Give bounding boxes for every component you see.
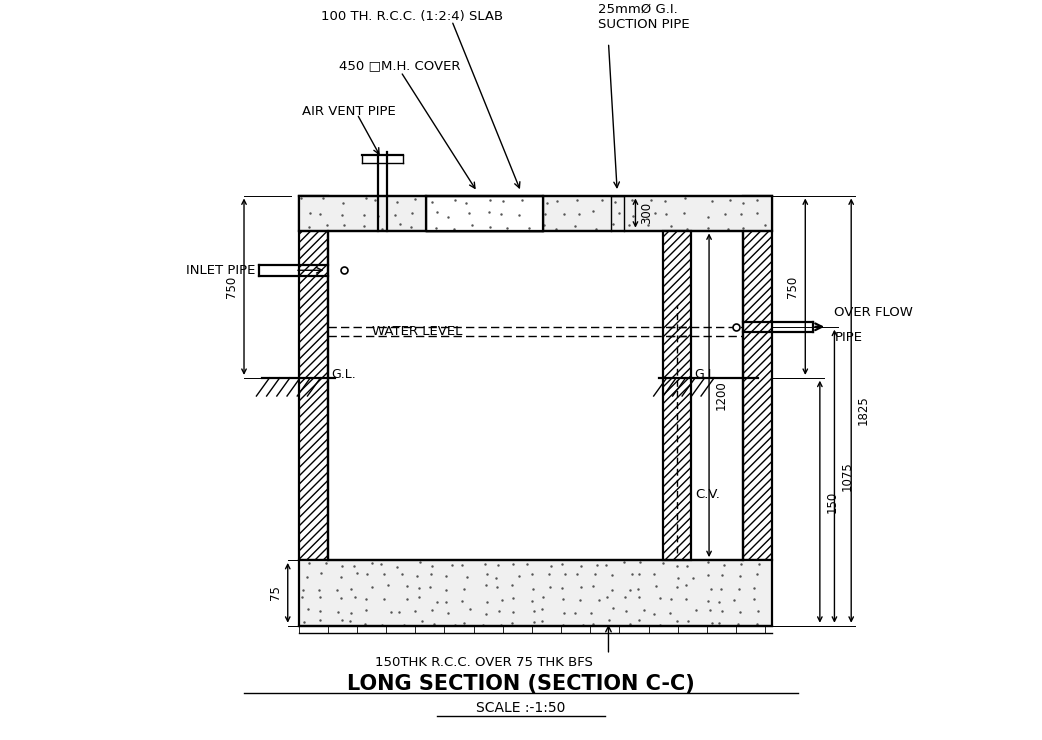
Text: AIR VENT PIPE: AIR VENT PIPE (302, 105, 396, 118)
Bar (299, 195, 772, 231)
Bar (426, 195, 543, 231)
Text: 1200: 1200 (715, 380, 728, 410)
Text: 1075: 1075 (840, 461, 853, 491)
Bar (299, 560, 772, 625)
Text: WATER LEVEL: WATER LEVEL (372, 325, 462, 337)
Text: 300: 300 (641, 202, 653, 224)
Text: 100 TH. R.C.C. (1:2:4) SLAB: 100 TH. R.C.C. (1:2:4) SLAB (321, 10, 502, 24)
Text: 750: 750 (225, 275, 239, 297)
Bar (663, 231, 691, 560)
Text: 450 □M.H. COVER: 450 □M.H. COVER (339, 59, 461, 73)
Bar (299, 195, 328, 560)
Text: 25mmØ G.I.
SUCTION PIPE: 25mmØ G.I. SUCTION PIPE (597, 3, 689, 31)
Text: G.L.: G.L. (331, 369, 356, 381)
Text: INLET PIPE: INLET PIPE (185, 263, 255, 277)
Text: PIPE: PIPE (835, 332, 863, 344)
Text: SCALE :-1:50: SCALE :-1:50 (476, 701, 566, 715)
Text: 1825: 1825 (857, 396, 870, 426)
Text: 150THK R.C.C. OVER 75 THK BFS: 150THK R.C.C. OVER 75 THK BFS (375, 656, 593, 668)
Bar (743, 195, 772, 560)
Text: 750: 750 (787, 275, 799, 297)
Text: G.L.: G.L. (694, 369, 719, 381)
Text: C.V.: C.V. (695, 488, 720, 501)
Text: 150: 150 (825, 491, 839, 513)
Text: LONG SECTION (SECTION C-C): LONG SECTION (SECTION C-C) (347, 674, 695, 694)
Text: OVER FLOW: OVER FLOW (835, 306, 913, 319)
Text: 75: 75 (269, 585, 282, 600)
